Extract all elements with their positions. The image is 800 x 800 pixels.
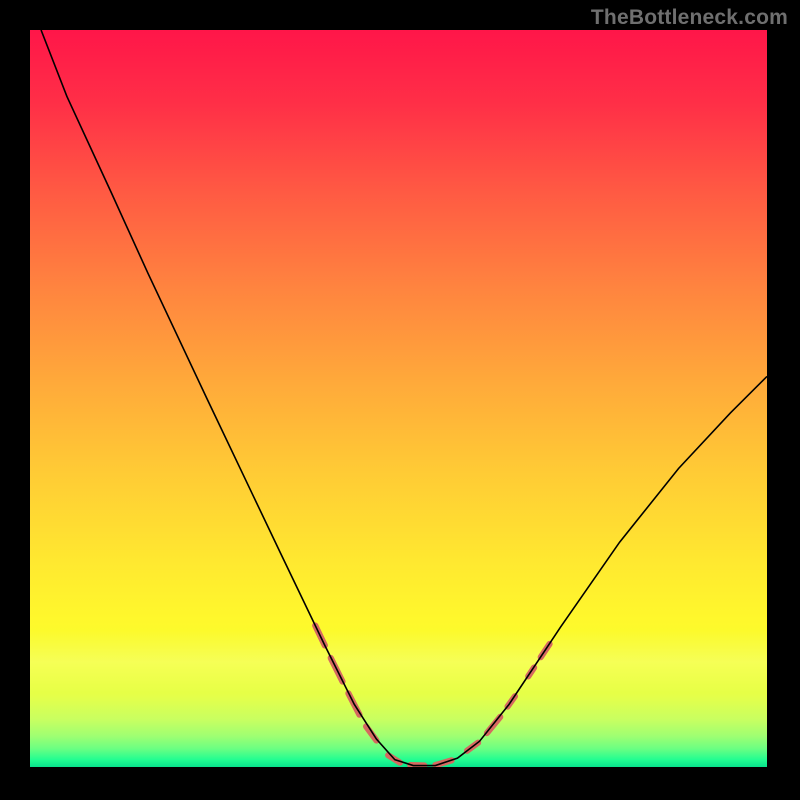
chart-frame: TheBottleneck.com [0, 0, 800, 800]
watermark-text: TheBottleneck.com [591, 6, 788, 30]
bottleneck-curve [30, 30, 767, 767]
plot-area [30, 30, 767, 767]
